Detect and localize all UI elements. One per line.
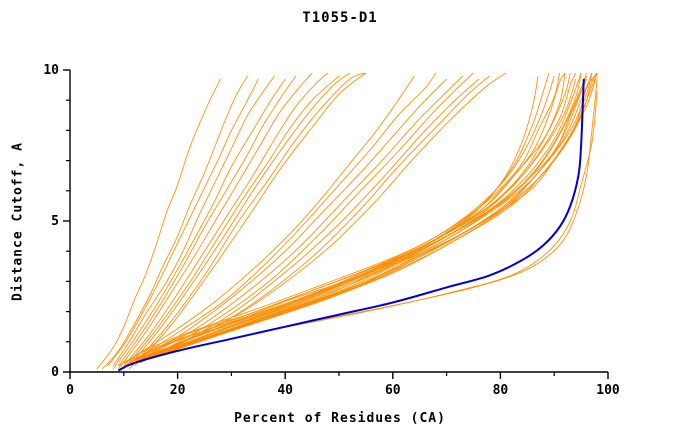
x-tick-label: 60 [385,383,401,398]
highlight-curve [117,79,585,372]
model-curve-8 [123,75,340,370]
model-curve-1 [101,75,248,370]
model-curve-16 [139,72,474,364]
model-curve-23 [129,72,561,364]
model-curve-22 [123,75,555,364]
model-curve-12 [123,75,415,364]
model-curve-13 [128,72,437,364]
x-tick-label: 100 [596,383,620,398]
model-curve-19 [145,72,507,361]
model-curve-9 [128,72,351,367]
model-curve-24 [129,72,566,364]
model-curve-26 [134,72,571,361]
model-curve-31 [150,72,587,358]
model-curve-6 [118,72,313,370]
model-curve-7 [123,72,329,367]
axes [69,70,608,373]
x-tick-label: 20 [170,383,186,398]
y-tick-label: 5 [51,214,59,229]
model-curve-3 [112,75,275,367]
model-curve-11 [134,72,367,367]
model-curve-41 [134,91,598,361]
model-curve-40 [150,79,598,358]
model-curve-38 [172,72,598,352]
y-tick-label: 10 [43,63,59,78]
y-tick-label: 0 [51,365,59,380]
model-curve-15 [134,75,464,364]
model-curve-25 [134,72,566,364]
x-tick-label: 80 [493,383,509,398]
chart-title: T1055-D1 [302,10,378,26]
x-tick-label: 40 [277,383,293,398]
model-curve-35 [161,72,593,355]
model-curve-33 [155,75,587,358]
x-tick-label: 0 [66,383,74,398]
model-curve-17 [139,78,480,364]
x-axis-label: Percent of Residues (CA) [234,411,446,426]
model-curve-27 [139,72,577,361]
model-curve-39 [177,72,598,349]
model-curve-36 [161,72,598,355]
model-curve-14 [134,78,447,364]
model-curve-2 [107,78,259,367]
model-curve-5 [118,75,297,367]
model-curve-10 [128,72,367,370]
model-curve-0 [96,78,222,370]
model-curve-4 [112,78,286,370]
model-curve-20 [118,75,539,367]
